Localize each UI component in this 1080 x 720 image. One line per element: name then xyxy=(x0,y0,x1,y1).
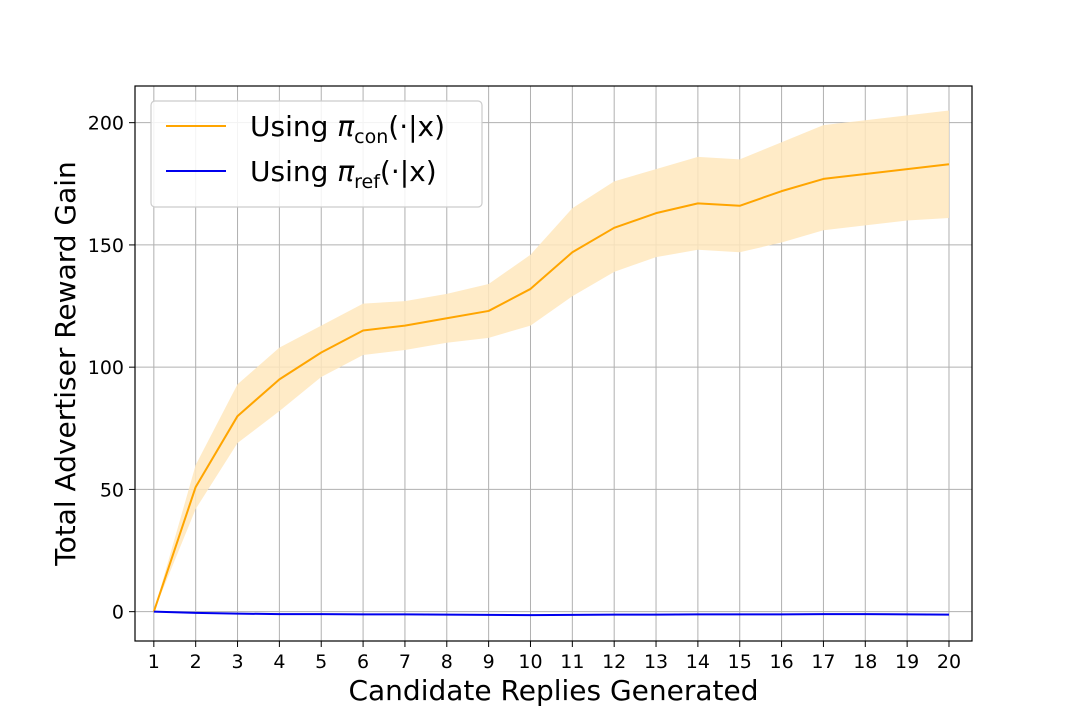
y-axis-label: Total Advertiser Reward Gain xyxy=(49,161,82,567)
y-tick-label: 200 xyxy=(88,113,124,135)
x-tick-label: 14 xyxy=(686,651,710,673)
x-tick-label: 11 xyxy=(560,651,584,673)
legend: Using πcon(·|x) Using πref(·|x) xyxy=(150,100,483,208)
y-tick-label: 100 xyxy=(88,357,124,379)
legend-entry-symbol: π xyxy=(337,155,355,188)
x-tick-label: 8 xyxy=(441,651,453,673)
legend-entry-main: Using xyxy=(250,110,337,143)
x-tick-label: 18 xyxy=(853,651,877,673)
x-tick-label: 12 xyxy=(602,651,626,673)
confidence-bands xyxy=(153,110,949,612)
y-tick-label: 0 xyxy=(112,602,124,624)
legend-entry-subscript: con xyxy=(354,126,388,148)
x-tick-label: 4 xyxy=(273,651,285,673)
x-tick-label: 3 xyxy=(231,651,243,673)
legend-entry-symbol: π xyxy=(337,110,355,143)
x-tick-label: 5 xyxy=(315,651,327,673)
series-lines xyxy=(152,163,950,617)
x-tick-label: 10 xyxy=(518,651,542,673)
y-tick-label: 150 xyxy=(88,235,124,257)
y-tick-label: 50 xyxy=(100,479,124,501)
plot-frame xyxy=(134,85,973,642)
x-tick-label: 17 xyxy=(811,651,835,673)
x-tick-label: 19 xyxy=(895,651,919,673)
x-tick-label: 13 xyxy=(644,651,668,673)
x-tick-label: 20 xyxy=(937,651,961,673)
x-tick-label: 6 xyxy=(357,651,369,673)
legend-entry-main: Using xyxy=(250,155,337,188)
x-tick-label: 2 xyxy=(190,651,202,673)
x-tick-label: 9 xyxy=(483,651,495,673)
legend-entry-subscript: ref xyxy=(354,171,381,193)
confidence-band-0 xyxy=(153,110,949,612)
ticks: 1 2 3 4 5 6 7 8 9 10 11 12 13 14 15 16 17 18 19 20050100150… xyxy=(88,113,961,673)
x-tick-label: 1 xyxy=(148,651,160,673)
legend-entry-pi-con: Using πcon(·|x) xyxy=(250,110,445,148)
x-axis-label: Candidate Replies Generated xyxy=(348,674,758,707)
x-tick-label: 16 xyxy=(769,651,793,673)
legend-box xyxy=(150,100,483,208)
x-tick-label: 15 xyxy=(728,651,752,673)
legend-entry-tail: (·|x) xyxy=(380,155,437,188)
series-line-1 xyxy=(153,610,949,617)
legend-entry-pi-ref: Using πref(·|x) xyxy=(250,155,437,193)
x-tick-label: 7 xyxy=(399,651,411,673)
legend-entry-tail: (·|x) xyxy=(388,110,445,143)
series-line-0 xyxy=(152,163,950,612)
